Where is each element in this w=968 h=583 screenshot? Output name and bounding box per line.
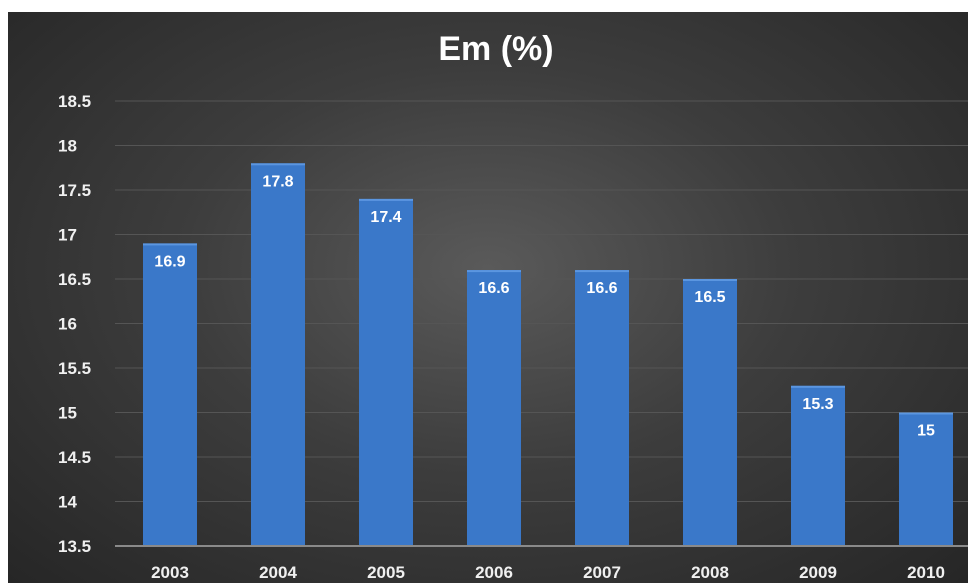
x-tick-label-2007: 2007 [583, 563, 621, 582]
data-label-2006: 16.6 [478, 280, 509, 297]
bar-2004 [251, 163, 305, 547]
x-tick-label-2006: 2006 [475, 563, 513, 582]
data-label-2010: 15 [917, 423, 935, 440]
y-tick-label: 14 [58, 493, 77, 512]
bar-2006 [467, 270, 521, 546]
y-tick-label: 15 [58, 404, 77, 423]
bar-2007 [575, 270, 629, 546]
bar-2005 [359, 198, 413, 546]
x-tick-label-2010: 2010 [907, 563, 945, 582]
y-tick-label: 16 [58, 315, 77, 334]
bar-2009 [791, 385, 845, 546]
data-labels: 16.9 17.8 17.4 16.6 16.6 16.5 15.3 15 [154, 173, 935, 439]
data-label-2009: 15.3 [802, 396, 833, 413]
bar-top-highlight [791, 385, 845, 388]
bar-top-highlight [467, 270, 521, 273]
y-tick-label: 18 [58, 137, 77, 156]
bar-top-highlight [899, 412, 953, 415]
bar-2008 [683, 279, 737, 546]
data-label-2003: 16.9 [154, 253, 185, 270]
bar-top-highlight [359, 198, 413, 201]
data-label-2004: 17.8 [262, 173, 293, 190]
data-label-2008: 16.5 [694, 289, 725, 306]
x-tick-label-2009: 2009 [799, 563, 837, 582]
chart-area: Em (%) 13.5 14 14.5 15 15.5 16 16.5 17 17.5 18 18.… [8, 12, 968, 583]
y-tick-label: 13.5 [58, 537, 91, 556]
bar-top-highlight [143, 243, 197, 246]
y-tick-label: 17.5 [58, 181, 91, 200]
x-tick-label-2008: 2008 [691, 563, 729, 582]
x-tick-label-2004: 2004 [259, 563, 297, 582]
x-tick-label-2003: 2003 [151, 563, 189, 582]
y-tick-label: 18.5 [58, 92, 91, 111]
bar-top-highlight [683, 279, 737, 281]
y-tick-label: 17 [58, 226, 77, 245]
y-axis-ticks: 13.5 14 14.5 15 15.5 16 16.5 17 17.5 18 18.5 [58, 92, 91, 556]
bars [143, 163, 953, 547]
bar-chart: Em (%) 13.5 14 14.5 15 15.5 16 16.5 17 17.5 18 18.… [58, 30, 968, 582]
bar-top-highlight [575, 270, 629, 273]
y-tick-label: 15.5 [58, 359, 91, 378]
chart-title: Em (%) [438, 30, 553, 68]
x-axis-ticks: 2003 2004 2005 2006 2007 2008 2009 2010 [151, 563, 945, 582]
y-tick-label: 16.5 [58, 270, 91, 289]
bar-2010 [899, 412, 953, 546]
bar-2003 [143, 243, 197, 546]
data-label-2005: 17.4 [370, 209, 401, 226]
bar-top-highlight [251, 163, 305, 166]
y-tick-label: 14.5 [58, 448, 91, 467]
data-label-2007: 16.6 [586, 280, 617, 297]
x-tick-label-2005: 2005 [367, 563, 405, 582]
